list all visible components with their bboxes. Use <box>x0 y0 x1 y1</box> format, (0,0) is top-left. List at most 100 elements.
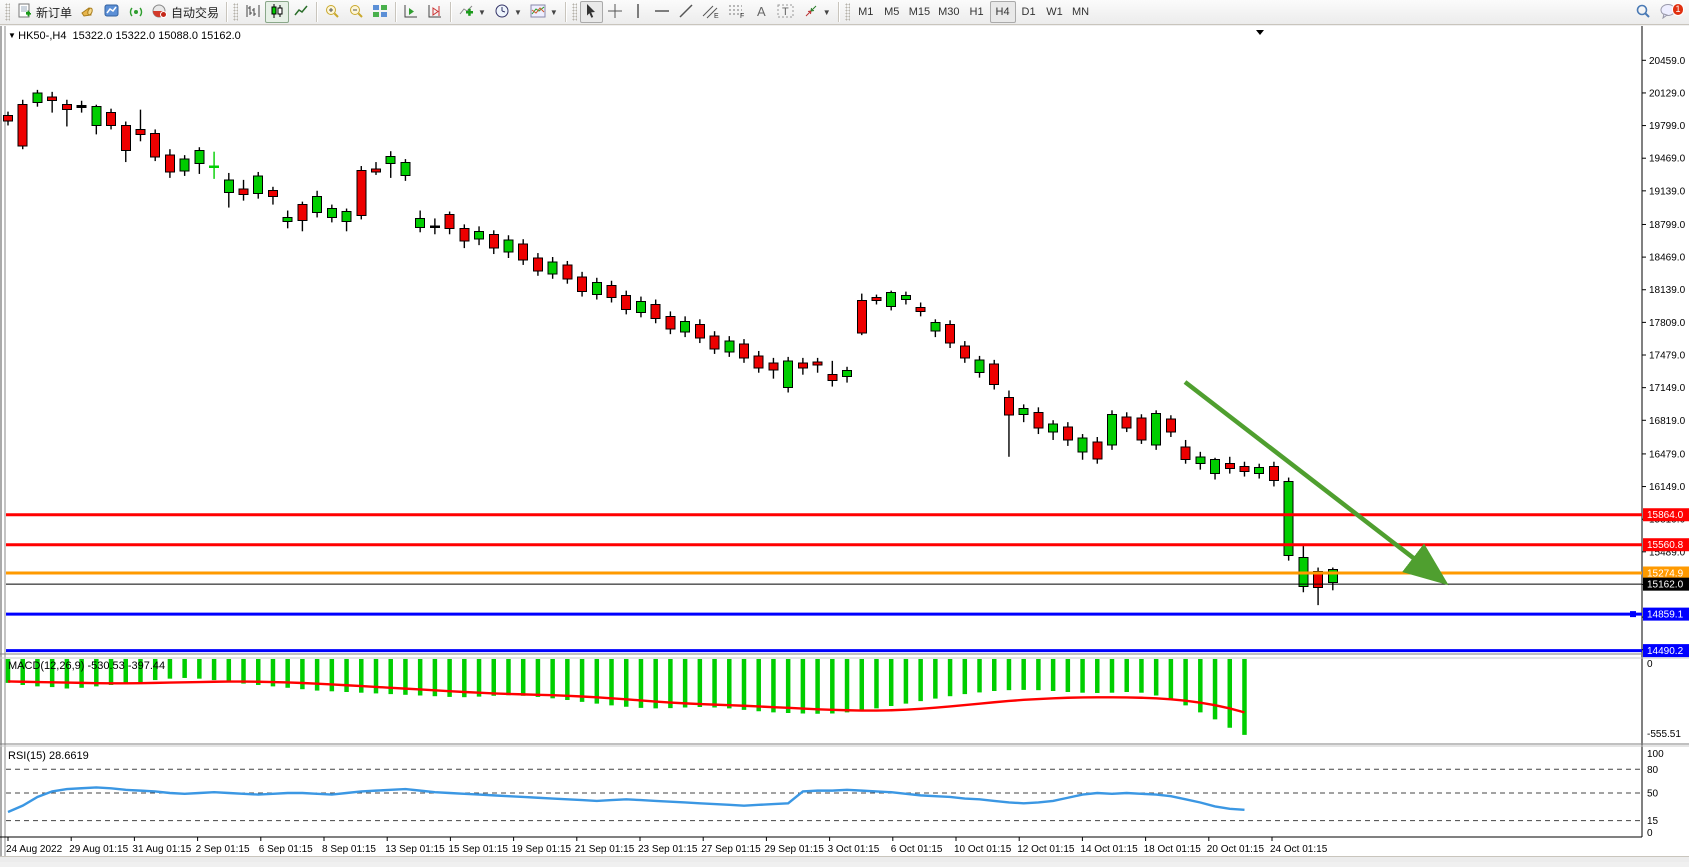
svg-text:13 Sep 01:15: 13 Sep 01:15 <box>385 844 445 855</box>
svg-text:15 Sep 01:15: 15 Sep 01:15 <box>448 844 508 855</box>
toolbar-grip <box>5 3 10 21</box>
dropdown-caret: ▼ <box>513 7 522 17</box>
channel-icon: E <box>702 3 720 22</box>
svg-text:15864.0: 15864.0 <box>1647 510 1684 521</box>
svg-text:18469.0: 18469.0 <box>1649 253 1686 264</box>
text-label-tool-button[interactable]: T <box>773 1 799 23</box>
new-order-button[interactable]: 新订单 <box>13 1 76 23</box>
indicators-button[interactable]: ▼ <box>454 1 490 23</box>
candlestick-mode-button[interactable] <box>265 1 290 23</box>
timeframe-button-m1[interactable]: M1 <box>858 6 874 18</box>
toolbar-separator <box>226 2 228 22</box>
svg-text:29 Aug 01:15: 29 Aug 01:15 <box>69 844 128 855</box>
svg-text:F: F <box>740 13 744 19</box>
horizontal-line-tool-button[interactable] <box>650 1 674 23</box>
svg-text:15560.8: 15560.8 <box>1647 540 1684 551</box>
svg-text:15162.0: 15162.0 <box>1647 580 1684 591</box>
templates-button[interactable]: ▼ <box>526 1 562 23</box>
svg-text:14 Oct 01:15: 14 Oct 01:15 <box>1080 844 1138 855</box>
rsi-indicator-label: RSI(15) 28.6619 <box>8 750 89 762</box>
svg-text:20129.0: 20129.0 <box>1649 88 1686 99</box>
vertical-line-tool-button[interactable] <box>627 1 650 23</box>
periods-button[interactable]: ▼ <box>490 1 526 23</box>
chart-menu-arrow-icon: ▼ <box>8 31 19 40</box>
svg-text:80: 80 <box>1647 765 1659 776</box>
svg-text:15489.0: 15489.0 <box>1649 547 1686 558</box>
alert-horn-icon <box>80 4 96 21</box>
svg-text:24 Aug 2022: 24 Aug 2022 <box>6 844 63 855</box>
autotrading-button[interactable]: 自动交易 <box>148 1 223 23</box>
signals-button[interactable] <box>124 1 148 23</box>
svg-text:16819.0: 16819.0 <box>1649 416 1686 427</box>
svg-text:12 Oct 01:15: 12 Oct 01:15 <box>1017 844 1075 855</box>
fibonacci-icon: F <box>728 3 746 22</box>
bar-chart-mode-button[interactable] <box>241 1 265 23</box>
candlestick-icon <box>269 3 285 22</box>
crosshair-icon <box>607 3 623 22</box>
timeframe-button-m15[interactable]: M15 <box>908 6 931 18</box>
zoom-in-button[interactable] <box>320 1 344 23</box>
svg-text:6 Sep 01:15: 6 Sep 01:15 <box>259 844 313 855</box>
toolbar-separator <box>395 2 397 22</box>
cursor-tool-button[interactable] <box>579 1 603 23</box>
chart-plot-svg[interactable]: 20459.0 20129.0 19799.0 19469.0 19139.0 18799… <box>0 26 1689 862</box>
svg-text:21 Sep 01:15: 21 Sep 01:15 <box>575 844 635 855</box>
svg-text:17149.0: 17149.0 <box>1649 383 1686 394</box>
crosshair-tool-button[interactable] <box>603 1 627 23</box>
svg-text:10 Oct 01:15: 10 Oct 01:15 <box>954 844 1012 855</box>
vertical-line-icon <box>633 3 643 22</box>
main-toolbar: 新订单 自动交易 <box>0 0 1689 25</box>
dropdown-caret: ▼ <box>549 7 558 17</box>
svg-text:31 Aug 01:15: 31 Aug 01:15 <box>132 844 191 855</box>
chart-shift-icon <box>427 3 443 22</box>
new-chart-button[interactable] <box>100 1 124 23</box>
dropdown-caret: ▼ <box>478 7 486 17</box>
toolbar-grip <box>844 3 850 21</box>
timeframe-button-m5[interactable]: M5 <box>884 6 900 18</box>
chart-window[interactable]: ▼ HK50-,H4 15322.0 15322.0 15088.0 15162… <box>0 26 1689 862</box>
trendline-icon <box>678 3 694 22</box>
fibonacci-tool-button[interactable]: F <box>724 1 750 23</box>
svg-text:E: E <box>714 13 719 19</box>
timeframe-button-h1[interactable]: H1 <box>969 6 984 18</box>
timeframe-button-mn[interactable]: MN <box>1071 6 1090 18</box>
timeframe-button-w1[interactable]: W1 <box>1046 6 1063 18</box>
alerts-button[interactable] <box>76 1 100 23</box>
search-button[interactable] <box>1631 1 1655 23</box>
arrows-tool-button[interactable]: ▼ <box>799 1 835 23</box>
chart-window-icon <box>104 4 120 21</box>
cursor-icon <box>584 3 598 22</box>
timeframe-button-h4[interactable]: H4 <box>989 1 1016 23</box>
line-chart-mode-button[interactable] <box>289 1 313 23</box>
svg-text:23 Sep 01:15: 23 Sep 01:15 <box>638 844 698 855</box>
notification-badge: 1 <box>1672 3 1684 16</box>
notifications-button[interactable]: 1 <box>1655 1 1684 23</box>
svg-text:19469.0: 19469.0 <box>1649 154 1686 165</box>
arrows-icon <box>803 3 819 22</box>
svg-text:8 Sep 01:15: 8 Sep 01:15 <box>322 844 376 855</box>
zoom-out-button[interactable] <box>344 1 368 23</box>
timeframe-button-m30[interactable]: M30 <box>938 6 960 18</box>
svg-text:16479.0: 16479.0 <box>1649 449 1686 460</box>
auto-scroll-icon <box>403 3 419 22</box>
equidistant-channel-tool-button[interactable]: E <box>698 1 724 23</box>
svg-text:15: 15 <box>1647 816 1659 827</box>
indicators-icon <box>458 3 474 22</box>
svg-text:T: T <box>782 6 789 18</box>
svg-text:24 Oct 01:15: 24 Oct 01:15 <box>1270 844 1328 855</box>
status-bar <box>0 856 1689 862</box>
text-tool-button[interactable]: A <box>750 1 773 23</box>
auto-scroll-button[interactable] <box>399 1 423 23</box>
new-order-icon <box>17 3 33 22</box>
svg-text:100: 100 <box>1647 749 1664 760</box>
svg-text:19 Sep 01:15: 19 Sep 01:15 <box>512 844 572 855</box>
trendline-tool-button[interactable] <box>674 1 698 23</box>
tile-windows-button[interactable] <box>368 1 392 23</box>
svg-text:50: 50 <box>1647 789 1659 800</box>
timeframe-bar: M1 M5 M15 M30 H1 H4 D1 W1 MN <box>853 1 1094 23</box>
zoom-out-icon <box>348 3 364 22</box>
svg-text:17479.0: 17479.0 <box>1649 351 1686 362</box>
macd-indicator-label: MACD(12,26,9) -530.53 -397.44 <box>8 660 166 672</box>
chart-shift-button[interactable] <box>423 1 447 23</box>
timeframe-button-d1[interactable]: D1 <box>1021 6 1036 18</box>
